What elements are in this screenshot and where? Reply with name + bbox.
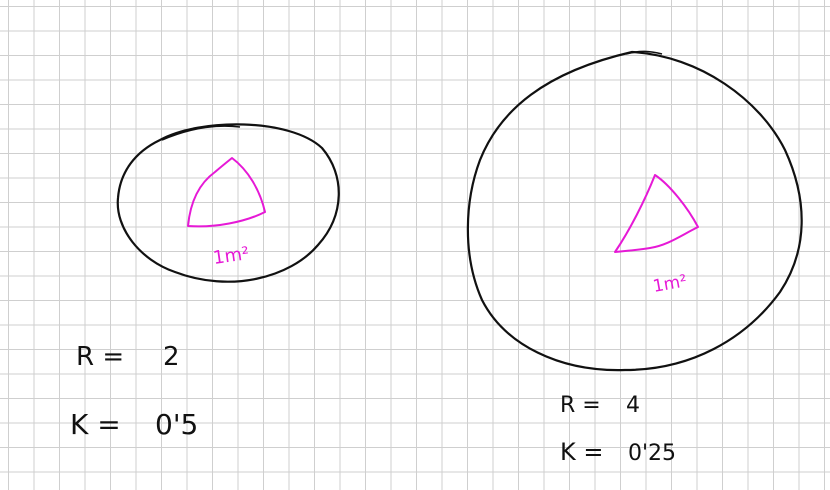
small-r-label: R = xyxy=(76,342,124,372)
large-circle xyxy=(466,50,803,372)
large-r-label: R = xyxy=(560,393,601,418)
small-k-value: 0'5 xyxy=(155,408,198,441)
large-k-value: 0'25 xyxy=(628,441,676,466)
small-area-label: 1m² xyxy=(212,243,251,269)
large-area-label: 1m² xyxy=(651,271,688,297)
large-k-label: K = xyxy=(560,438,603,466)
large-circle-overlap xyxy=(625,50,663,55)
small-circle-overlap xyxy=(161,125,241,141)
small-k-label: K = xyxy=(70,408,121,441)
small-circle xyxy=(116,123,340,283)
large-r-value: 4 xyxy=(626,393,640,418)
small-area-patch xyxy=(187,157,266,228)
large-area-patch xyxy=(614,174,699,253)
small-r-value: 2 xyxy=(163,342,180,372)
